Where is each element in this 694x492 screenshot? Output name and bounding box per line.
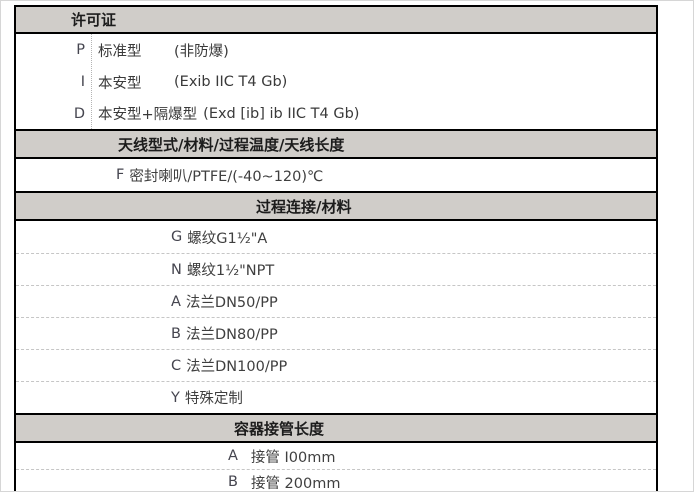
- section-title-nozzle-length: 容器接管长度: [234, 419, 325, 438]
- section-header-nozzle-length: 容器接管长度: [16, 413, 656, 443]
- license-row: P 标准型 (非防爆): [16, 34, 656, 66]
- option-code: A: [171, 293, 181, 310]
- ordering-spec-table: 许可证 P 标准型 (非防爆) I 本安型 (Exib IIC T4 Gb) D…: [14, 5, 658, 492]
- option-code: G: [171, 229, 183, 245]
- option-name: 标准型: [98, 43, 142, 60]
- antenna-option-row: F 密封喇叭/PTFE/(-40~120)℃: [16, 159, 656, 191]
- option-code: Y: [171, 389, 180, 406]
- option-name: 本安型: [98, 75, 142, 92]
- option-code: F: [116, 167, 125, 183]
- option-code: I: [80, 74, 85, 90]
- section-header-antenna: 天线型式/材料/过程温度/天线长度: [16, 129, 656, 159]
- nozzle-length-row: A 接管 I00mm: [16, 443, 656, 469]
- section-title-license: 许可证: [71, 11, 117, 29]
- option-label: 接管 I00mm: [250, 449, 336, 466]
- option-label: 法兰DN50/PP: [185, 295, 278, 311]
- process-connection-row: N 螺纹1½"NPT: [16, 253, 656, 285]
- option-code: C: [171, 357, 182, 374]
- option-detail: (非防爆): [174, 43, 229, 60]
- option-label: 接管 200mm: [250, 475, 341, 492]
- nozzle-length-row: B 接管 200mm: [16, 469, 656, 492]
- option-name: 本安型+隔爆型: [98, 107, 198, 123]
- option-detail: (Exib IIC T4 Gb): [174, 74, 288, 90]
- option-code: D: [73, 105, 85, 122]
- process-connection-row: G 螺纹G1½"A: [16, 221, 656, 253]
- section-header-process-connection: 过程连接/材料: [16, 191, 656, 221]
- option-label: 法兰DN80/PP: [185, 327, 278, 343]
- process-connection-row: A 法兰DN50/PP: [16, 285, 656, 317]
- process-connection-row: B 法兰DN80/PP: [16, 317, 656, 349]
- process-connection-row: Y 特殊定制: [16, 381, 656, 413]
- license-row: I 本安型 (Exib IIC T4 Gb): [16, 66, 656, 98]
- option-label: 螺纹G1½"A: [187, 230, 268, 247]
- process-connection-row: C 法兰DN100/PP: [16, 349, 656, 381]
- option-label: 法兰DN100/PP: [186, 359, 288, 375]
- section-title-antenna: 天线型式/材料/过程温度/天线长度: [118, 135, 345, 154]
- license-section: P 标准型 (非防爆) I 本安型 (Exib IIC T4 Gb) D 本安型…: [16, 34, 656, 129]
- code-column-divider: [91, 34, 92, 129]
- option-code: N: [171, 261, 182, 278]
- option-label: 密封喇叭/PTFE/(-40~120)℃: [129, 168, 324, 185]
- section-header-license: 许可证: [16, 7, 656, 34]
- option-code: P: [76, 42, 85, 58]
- option-code: A: [228, 448, 238, 464]
- option-code: B: [171, 325, 181, 342]
- option-label: 特殊定制: [184, 391, 243, 407]
- option-detail: (Exd [ib] ib IIC T4 Gb): [203, 105, 360, 122]
- section-title-process-connection: 过程连接/材料: [256, 197, 352, 216]
- option-label: 螺纹1½"NPT: [186, 263, 275, 279]
- license-row: D 本安型+隔爆型 (Exd [ib] ib IIC T4 Gb): [16, 98, 656, 129]
- option-code: B: [228, 474, 238, 490]
